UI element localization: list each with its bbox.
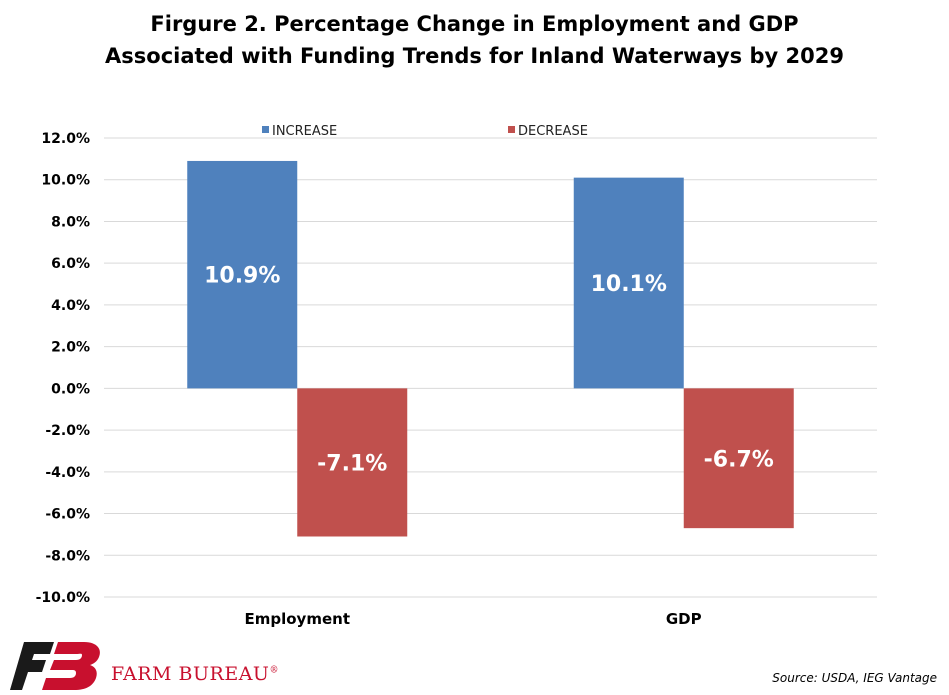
y-tick-label: 4.0% [51, 298, 90, 314]
bar-decrease-gdp [683, 388, 794, 529]
x-category-label: GDP [666, 610, 702, 628]
y-tick-label: 8.0% [51, 214, 90, 230]
bar-increase-gdp [573, 177, 684, 389]
chart-title-line-1: Firgure 2. Percentage Change in Employme… [150, 12, 799, 36]
legend-label-increase: INCREASE [272, 124, 337, 139]
y-tick-label: 10.0% [41, 173, 90, 189]
y-tick-label: 6.0% [51, 256, 90, 272]
chart-title: Firgure 2. Percentage Change in Employme… [0, 8, 949, 72]
bars [187, 160, 794, 537]
data-label: 10.9% [204, 264, 280, 289]
data-label: -7.1% [317, 451, 387, 476]
x-category-label: Employment [245, 610, 351, 628]
chart-title-line-2: Associated with Funding Trends for Inlan… [105, 44, 844, 68]
data-label: -6.7% [704, 447, 774, 472]
y-axis: 12.0% 10.0% 8.0% 6.0% 4.0% 2.0% 0.0% -2.0% -4.0%… [36, 131, 90, 606]
y-tick-label: -2.0% [45, 423, 90, 439]
y-tick-label: 0.0% [51, 381, 90, 397]
x-axis: Employment GDP [245, 610, 702, 628]
legend: INCREASE DECREASE [262, 124, 588, 139]
y-tick-label: -10.0% [36, 590, 90, 606]
y-tick-label: 2.0% [51, 340, 90, 356]
legend-label-decrease: DECREASE [518, 124, 588, 139]
legend-swatch-increase [262, 126, 269, 133]
y-tick-label: 12.0% [41, 131, 90, 147]
brand-name: FARM BUREAU® [111, 663, 279, 685]
bar-decrease-employment [297, 388, 408, 537]
bar-increase-employment [187, 160, 298, 389]
brand-name-text: FARM BUREAU [111, 663, 270, 685]
y-tick-label: -8.0% [45, 548, 90, 564]
farm-bureau-logo-icon [10, 642, 100, 690]
data-labels: 10.9% -7.1% 10.1% -6.7% [204, 264, 774, 477]
source-note: Source: USDA, IEG Vantage [772, 671, 937, 685]
registered-mark: ® [269, 665, 279, 676]
y-tick-label: -4.0% [45, 465, 90, 481]
legend-swatch-decrease [508, 126, 515, 133]
y-tick-label: -6.0% [45, 507, 90, 523]
data-label: 10.1% [591, 272, 667, 297]
